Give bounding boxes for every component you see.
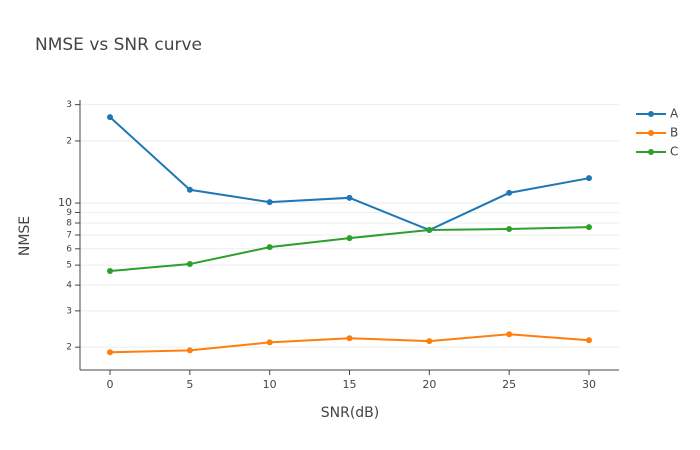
x-tick-label: 10 [263, 378, 277, 391]
y-tick-label: 5 [66, 261, 72, 271]
point [585, 224, 592, 231]
point [346, 194, 353, 201]
legend-label: C [670, 145, 678, 159]
x-tick-label: 15 [343, 378, 357, 391]
point [186, 347, 193, 354]
point [585, 337, 592, 344]
x-tick-label: 25 [502, 378, 516, 391]
y-tick-label: 10 [58, 196, 72, 209]
point [266, 339, 273, 346]
y-axis-title: NMSE [17, 216, 33, 256]
y-tick-label: 3 [66, 100, 72, 110]
legend-label: A [670, 107, 679, 121]
point [346, 335, 353, 342]
point [506, 189, 513, 196]
y-tick-label: 6 [66, 244, 72, 254]
y-tick-label: 3 [66, 306, 72, 316]
y-tick-label: 2 [66, 343, 72, 353]
point [186, 261, 193, 268]
legend-marker [648, 111, 654, 117]
point [107, 268, 114, 275]
point [506, 331, 513, 338]
y-tick-label: 7 [66, 230, 72, 240]
x-tick-label: 5 [186, 378, 193, 391]
series-line [109, 116, 590, 232]
point [506, 226, 513, 233]
point [107, 349, 114, 356]
point [186, 186, 193, 193]
point [346, 235, 353, 242]
point [266, 244, 273, 251]
point [107, 114, 114, 121]
x-tick-label: 30 [582, 378, 596, 391]
x-tick-label: 20 [422, 378, 436, 391]
point [266, 199, 273, 206]
y-tick-label: 4 [66, 281, 72, 291]
legend-marker [648, 149, 654, 155]
point [426, 338, 433, 345]
legend-label: B [670, 126, 678, 140]
legend-marker [648, 130, 654, 136]
x-axis-title: SNR(dB) [321, 405, 380, 421]
y-tick-label: 2 [66, 136, 72, 146]
point [585, 175, 592, 182]
chart-title: NMSE vs SNR curve [35, 35, 202, 55]
y-tick-label: 8 [66, 219, 72, 229]
x-tick-label: 0 [107, 378, 114, 391]
point [426, 227, 433, 234]
y-tick-label: 9 [66, 208, 72, 218]
